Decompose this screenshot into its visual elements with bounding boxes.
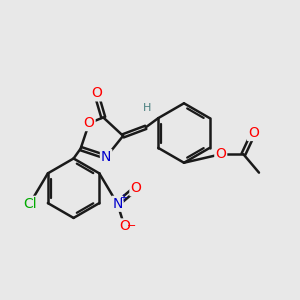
Text: O: O — [130, 181, 141, 195]
Text: O: O — [91, 86, 102, 100]
Text: O: O — [84, 116, 94, 130]
Text: +: + — [119, 193, 127, 202]
Text: O: O — [248, 126, 259, 140]
Text: −: − — [127, 221, 136, 231]
Text: H: H — [143, 103, 152, 112]
Text: O: O — [119, 219, 130, 233]
Text: O: O — [215, 147, 226, 161]
Text: N: N — [101, 150, 111, 164]
Text: Cl: Cl — [23, 197, 37, 211]
Text: N: N — [112, 197, 123, 211]
